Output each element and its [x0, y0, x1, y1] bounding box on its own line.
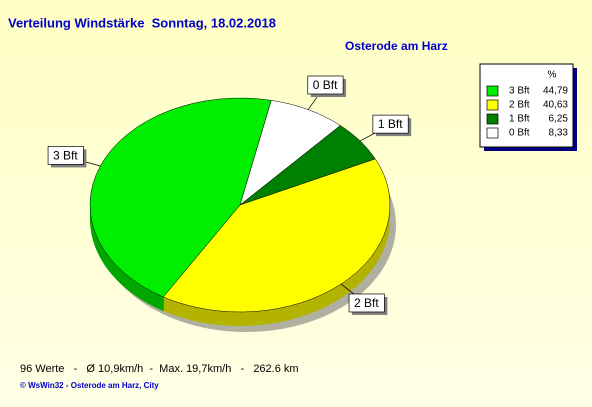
- legend-swatch: [486, 127, 499, 139]
- credit: © WsWin32 - Osterode am Harz, City: [20, 381, 159, 390]
- slice-label: 2 Bft: [354, 296, 379, 310]
- slice-label: 1 Bft: [378, 117, 403, 131]
- legend-label: 1 Bft: [509, 114, 530, 125]
- label-box: [348, 293, 385, 313]
- legend-swatch: [486, 113, 499, 125]
- legend-label: 2 Bft: [509, 100, 530, 111]
- label-box: [47, 146, 84, 165]
- legend-value: 6,25: [549, 114, 569, 125]
- legend-value: 40,63: [543, 100, 568, 111]
- chart-subtitle: Osterode am Harz: [345, 39, 448, 53]
- label-box: [307, 75, 344, 95]
- legend-value: 44,79: [543, 86, 568, 97]
- legend-swatch: [486, 85, 499, 97]
- legend-swatch: [486, 99, 499, 111]
- pie-slice: [162, 158, 391, 313]
- footer: 96 Werte - Ø 10,9km/h - Max. 19,7km/h - …: [20, 363, 299, 375]
- legend-label: 3 Bft: [509, 86, 530, 97]
- chart-title: Verteilung Windstärke Sonntag, 18.02.201…: [8, 15, 276, 30]
- slice-label: 0 Bft: [313, 78, 338, 92]
- slice-label: 3 Bft: [53, 148, 78, 162]
- label-box: [372, 114, 409, 134]
- legend-header: %: [548, 70, 557, 81]
- legend-label: 0 Bft: [509, 128, 530, 139]
- legend-value: 8,33: [549, 128, 569, 139]
